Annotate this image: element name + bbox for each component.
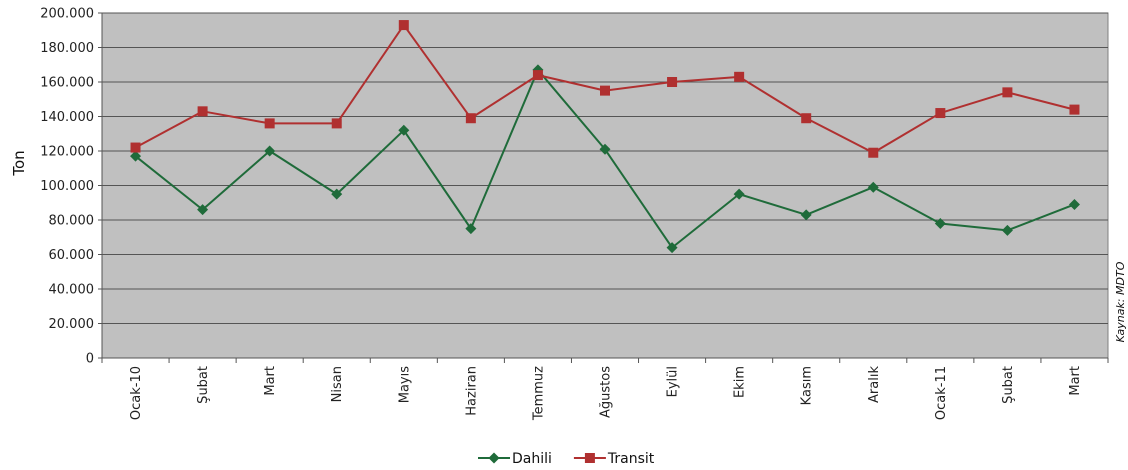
data-point-transit: [130, 142, 141, 153]
series-layer: [130, 20, 1080, 254]
data-point-transit: [331, 118, 342, 129]
legend-marker: [488, 452, 500, 464]
y-tick-label: 80.000: [49, 214, 95, 229]
data-point-transit: [1002, 87, 1013, 98]
data-point-dahili: [599, 143, 611, 155]
x-tick-label: Eylül: [666, 366, 681, 397]
y-tick-label: 180.000: [40, 41, 94, 56]
x-tick-label: Mart: [263, 366, 278, 396]
legend-marker: [584, 453, 595, 463]
y-tick-label: 140.000: [40, 110, 94, 125]
data-point-transit: [465, 113, 476, 124]
x-tick-label: Ocak-11: [934, 366, 949, 420]
series-dahili: [130, 64, 1080, 254]
data-point-transit: [734, 71, 745, 82]
y-tick-label: 20.000: [49, 317, 95, 332]
data-point-transit: [1069, 104, 1080, 115]
data-point-transit: [667, 77, 678, 87]
source-note: Kaynak: MDTO: [1114, 261, 1127, 342]
data-point-transit: [600, 85, 610, 96]
x-tick-label: Temmuz: [531, 366, 546, 421]
legend-label: Dahili: [512, 451, 552, 467]
plot-area: [101, 12, 1109, 359]
data-point-dahili: [1001, 224, 1013, 236]
y-axis: 0 20.000 40.000 60.000 80.000 100.000 120.000 1…: [40, 7, 103, 367]
x-tick-label: Ekim: [733, 366, 748, 398]
data-point-dahili: [130, 150, 142, 162]
data-point-transit: [398, 20, 409, 31]
x-tick-label: Ağustos: [599, 366, 614, 418]
data-point-transit: [264, 118, 275, 129]
data-point-dahili: [398, 124, 410, 136]
x-tick-label: Nisan: [330, 366, 345, 402]
x-tick-label: Mart: [1068, 366, 1083, 396]
data-point-dahili: [867, 181, 879, 193]
series-transit: [130, 20, 1080, 158]
data-point-transit: [532, 70, 543, 81]
y-tick-label: 100.000: [40, 179, 94, 194]
legend-item-dahili: Dahili: [478, 451, 552, 467]
legend-label: Transit: [607, 451, 655, 467]
legend-item-transit: Transit: [573, 451, 655, 467]
data-point-transit: [935, 108, 946, 119]
x-tick-label: Haziran: [464, 366, 479, 416]
x-tick-label: Aralık: [867, 366, 882, 403]
x-tick-label: Şubat: [1001, 366, 1016, 404]
x-axis: Ocak-10 Şubat Mart Nisan Mayıs Haziran Temmuz A…: [101, 357, 1109, 421]
data-point-dahili: [733, 188, 745, 200]
y-axis-title: Ton: [10, 150, 28, 176]
data-point-dahili: [1068, 198, 1080, 210]
x-tick-label: Şubat: [196, 366, 211, 404]
legend: Dahili Transit: [478, 451, 655, 467]
y-tick-label: 40.000: [49, 283, 95, 298]
data-point-dahili: [465, 223, 477, 235]
x-tick-label: Ocak-10: [129, 366, 144, 420]
x-tick-label: Mayıs: [397, 366, 412, 403]
y-tick-label: 0: [86, 352, 94, 367]
x-tick-label: Kasım: [800, 366, 815, 405]
data-point-dahili: [934, 217, 946, 229]
data-point-transit: [801, 113, 812, 124]
y-tick-label: 200.000: [40, 7, 94, 22]
data-point-transit: [197, 106, 208, 117]
data-point-dahili: [666, 242, 678, 254]
data-point-dahili: [331, 188, 343, 200]
data-point-transit: [868, 147, 879, 158]
data-point-dahili: [264, 145, 276, 157]
y-tick-label: 120.000: [40, 145, 94, 160]
data-point-dahili: [197, 204, 209, 216]
y-tick-label: 60.000: [49, 248, 95, 263]
data-point-dahili: [800, 209, 812, 221]
y-tick-label: 160.000: [40, 76, 94, 91]
